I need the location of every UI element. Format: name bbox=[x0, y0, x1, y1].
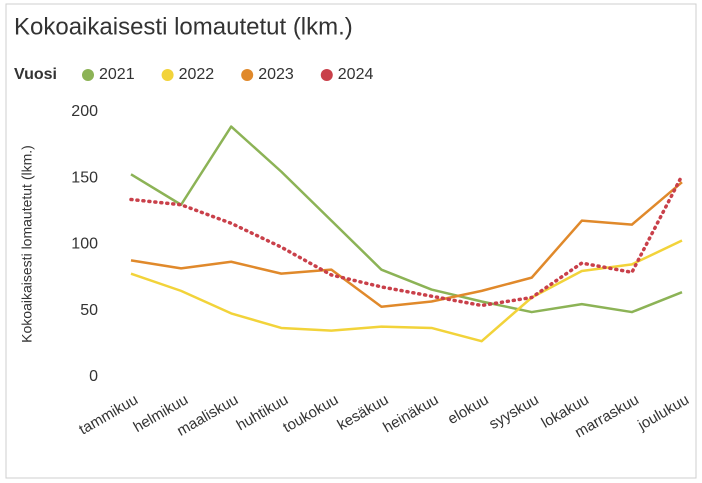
legend-label: 2022 bbox=[179, 66, 215, 83]
y-tick-label: 0 bbox=[89, 368, 98, 385]
series-line bbox=[129, 173, 684, 308]
series-line bbox=[130, 125, 683, 314]
y-axis-label: Kokoaikaisesti lomautetut (lkm.) bbox=[19, 145, 35, 343]
chart-title: Kokoaikaisesti lomautetut (lkm.) bbox=[14, 13, 353, 40]
y-tick-label: 100 bbox=[71, 236, 98, 253]
y-tick-label: 150 bbox=[71, 169, 98, 186]
y-tick-label: 200 bbox=[71, 103, 98, 120]
legend-label: 2023 bbox=[258, 66, 294, 83]
y-tick-label: 50 bbox=[80, 302, 98, 319]
legend-marker bbox=[241, 69, 254, 81]
legend-title: Vuosi bbox=[14, 66, 57, 83]
legend-marker bbox=[161, 69, 174, 81]
legend-marker bbox=[320, 69, 333, 81]
legend-label: 2024 bbox=[338, 66, 374, 83]
legend-label: 2021 bbox=[99, 66, 135, 83]
series-line bbox=[130, 239, 683, 343]
series-line bbox=[130, 181, 683, 309]
legend-marker bbox=[82, 69, 94, 81]
